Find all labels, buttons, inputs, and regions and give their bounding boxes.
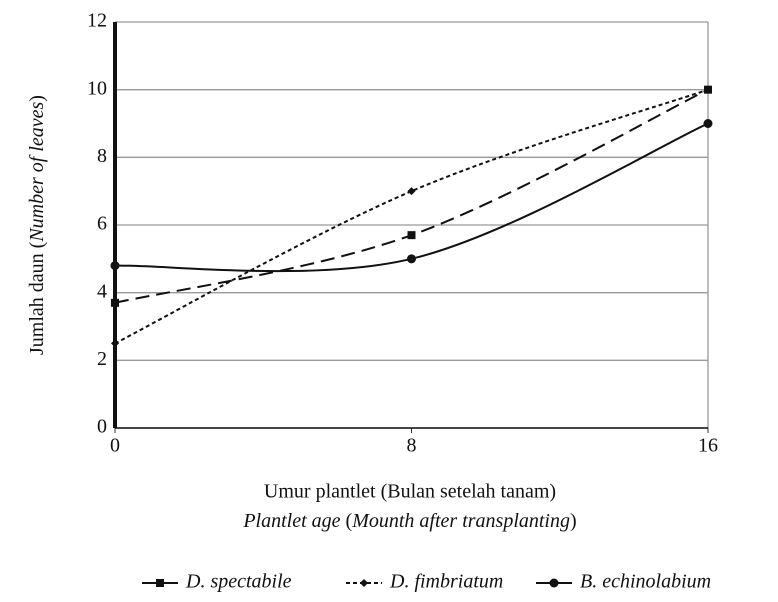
marker [156,579,164,587]
y-tick-label: 0 [97,416,107,438]
y-tick-label: 10 [87,77,107,99]
legend-label: D. spectabile [185,571,292,593]
marker [111,339,119,348]
series-line [114,122,709,273]
x-label-part: Mounth after transplanting [351,510,570,532]
x-label-part: ( [341,510,353,532]
x-tick-label: 16 [698,435,718,457]
y-tick-label: 4 [97,280,107,302]
y-tick-label: 2 [97,348,107,370]
marker [704,85,712,94]
legend-label: B. echinolabium [580,571,711,593]
y-label-part: Number of leaves [26,101,48,242]
marker [703,119,713,128]
series-line [114,88,709,304]
series-line [114,88,709,345]
marker [360,579,368,587]
x-axis-label: Umur plantlet (Bulan setelah tanam) [264,481,556,503]
x-tick-label: 8 [407,435,417,457]
y-label-part: Jumlah daun ( [26,241,48,355]
x-axis-label-en: Plantlet age (Mounth after transplanting… [242,510,576,532]
x-tick-label: 0 [110,435,120,457]
marker [549,578,559,588]
x-label-part: Plantlet age [242,510,340,532]
y-label-part: ) [26,95,48,102]
marker [111,298,119,307]
legend-label: D. fimbriatum [389,571,503,593]
y-tick-label: 12 [87,10,107,32]
y-axis-label: Jumlah daun (Number of leaves) [26,95,48,355]
y-tick-label: 6 [97,213,107,235]
y-tick-label: 8 [97,145,107,167]
marker [407,187,416,196]
marker [407,254,416,264]
marker [407,231,416,240]
x-label-part: ) [570,510,577,532]
marker [110,261,120,271]
